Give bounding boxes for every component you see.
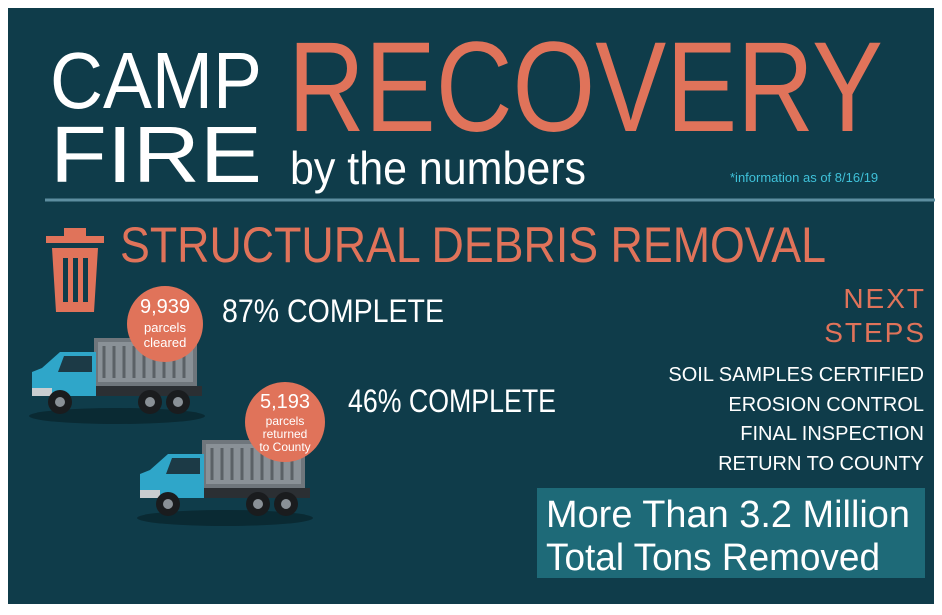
page: {"header": {"title_line1": "CAMP", "titl… — [0, 0, 942, 615]
next-step-item: FINAL INSPECTION — [740, 423, 924, 445]
infographic: CAMP FIRE RECOVERY by the numbers *infor… — [0, 0, 942, 615]
stat-label: parcels — [266, 414, 305, 428]
stat-progress: 46% COMPLETE — [348, 383, 556, 419]
stat-count: 9,939 — [140, 296, 190, 318]
title-line: FIRE — [50, 110, 262, 199]
subtitle: by the numbers — [290, 142, 586, 194]
stat-count: 5,193 — [260, 391, 310, 413]
total-line: Total Tons Removed — [546, 537, 880, 579]
next-steps-title: NEXT — [843, 283, 926, 314]
stat-label: parcels — [144, 320, 186, 335]
note: *information as of 8/16/19 — [730, 170, 878, 185]
title-accent: RECOVERY — [288, 16, 883, 159]
stat-progress: 87% COMPLETE — [222, 293, 444, 329]
next-step-item: EROSION CONTROL — [728, 394, 924, 416]
section-title: STRUCTURAL DEBRIS REMOVAL — [120, 217, 826, 273]
total-line: More Than 3.2 Million — [546, 494, 910, 536]
stat-label: returned — [263, 427, 308, 441]
stat-label: to County — [259, 440, 310, 454]
stat-label: cleared — [144, 335, 187, 350]
next-step-item: SOIL SAMPLES CERTIFIED — [668, 364, 924, 386]
next-steps-title: STEPS — [824, 317, 926, 348]
next-step-item: RETURN TO COUNTY — [718, 453, 924, 475]
